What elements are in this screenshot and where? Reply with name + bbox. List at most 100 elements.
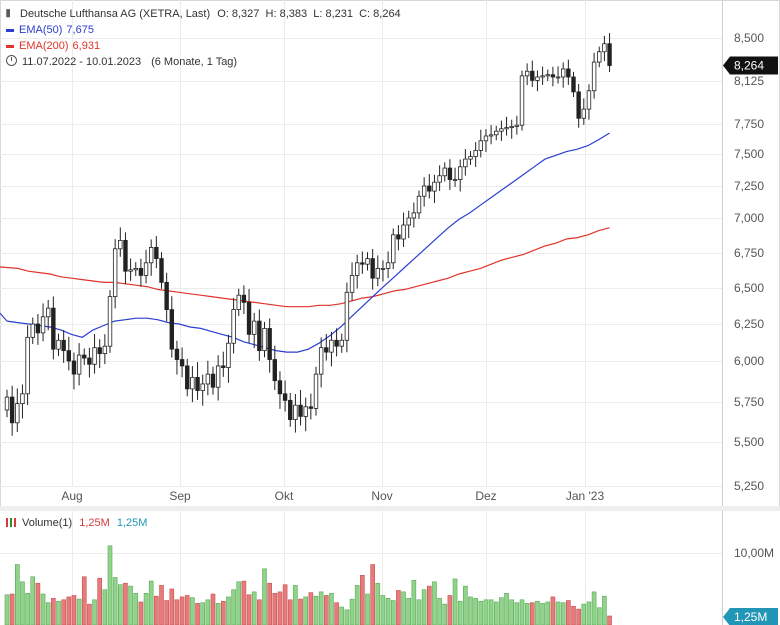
axes: 8,500 8,125 7,750 7,500 7,250 7,000 6,750 6,500… [61, 31, 774, 560]
volume-value-1: 1,25M [79, 517, 110, 529]
y-tick-label: 6,500 [734, 281, 764, 295]
volume-bar [313, 595, 319, 625]
volume-bar [262, 568, 267, 625]
candle-body [159, 258, 164, 283]
candle-body [514, 124, 520, 127]
volume-bar [457, 600, 463, 625]
candle-body [334, 339, 339, 347]
candle-body [380, 267, 386, 270]
candle-body [483, 135, 489, 142]
volume-bar [596, 607, 602, 625]
volume-bar [504, 593, 509, 625]
candle-body [35, 323, 41, 334]
candle-body [133, 267, 138, 271]
volume-bar [576, 608, 581, 625]
candle-body [76, 354, 82, 375]
ema200-value: 6,931 [72, 40, 101, 52]
volume-bar [138, 601, 144, 625]
candle-body [97, 347, 102, 354]
y-tick-label: 6,250 [734, 317, 764, 331]
candle-body [416, 195, 422, 214]
candlestick-icon: ⫴ [6, 9, 10, 20]
volume-bar [184, 595, 190, 625]
candle-body [504, 127, 509, 130]
candle-body [324, 347, 329, 353]
volume-value-2: 1,25M [116, 517, 148, 529]
candle-body [488, 134, 494, 137]
candle-body [478, 140, 483, 151]
legend-ema200[interactable]: EMA(200) 6,931 [6, 39, 100, 53]
candle-body [66, 350, 71, 362]
candle-body [499, 128, 504, 132]
volume-bar [421, 589, 427, 625]
candle-body [519, 75, 525, 126]
candle-body [298, 404, 303, 417]
volume-bar [143, 593, 149, 625]
volume-bar [493, 601, 499, 625]
candle-body [468, 156, 473, 160]
x-tick-label: Nov [371, 489, 392, 503]
volume-bar [205, 599, 211, 625]
last-price-tag-text: 8,264 [734, 59, 764, 73]
candle-body [40, 316, 46, 334]
volume-bar [303, 596, 309, 625]
candle-body [174, 348, 180, 360]
volume-bar [581, 603, 587, 625]
legend-ema50[interactable]: EMA(50) 7,675 [6, 23, 94, 37]
candle-body [148, 246, 154, 264]
last-price-tag [723, 56, 778, 75]
volume-legend[interactable]: Volume(1) 1,25M 1,25M [6, 516, 147, 530]
candle-body [154, 246, 159, 259]
volume-bar [236, 581, 242, 625]
volume-bar [272, 593, 278, 625]
candle-body [288, 399, 293, 420]
candle-body [200, 383, 205, 391]
legend-range[interactable]: 11.07.2022 - 10.01.2023 (6 Monate, 1 Tag) [6, 55, 237, 69]
candle-body [586, 90, 592, 110]
volume-bar [215, 603, 221, 625]
candle-body [447, 167, 453, 181]
volume-bar [509, 599, 515, 625]
candle-body [535, 76, 540, 81]
candle-body [241, 294, 247, 303]
volume-bar [267, 582, 272, 625]
candles [4, 33, 612, 436]
candle-body [349, 274, 355, 293]
volume-bar [45, 602, 51, 625]
x-tick-label: Jan '23 [566, 489, 605, 503]
y-tick-label: 6,750 [734, 246, 764, 260]
period-label: (6 Monate, 1 Tag) [151, 56, 238, 68]
candle-body [555, 76, 561, 79]
candle-body [303, 406, 308, 417]
volume-bars-icon [6, 518, 17, 527]
candle-body [545, 74, 550, 77]
ema200-path [0, 227, 610, 308]
volume-bar [339, 606, 345, 625]
volume-bar [607, 615, 612, 625]
candle-body [231, 309, 236, 344]
y-tick-label: 7,750 [734, 117, 764, 131]
candle-body [354, 262, 360, 276]
volume-bar [535, 600, 540, 625]
volume-bar [390, 600, 396, 625]
candle-body [607, 43, 612, 66]
panel-divider [0, 506, 780, 511]
volume-bar [323, 595, 329, 625]
volume-bar [308, 592, 314, 625]
y-tick-label: 5,750 [734, 395, 764, 409]
volume-label: Volume(1) [22, 517, 73, 529]
candle-body [71, 360, 77, 375]
volume-bar [406, 598, 412, 625]
candle-body [576, 91, 581, 119]
volume-bar [411, 580, 417, 625]
volume-bar [107, 545, 113, 625]
y-tick-label: 5,250 [734, 479, 764, 493]
candle-body [128, 269, 133, 272]
volume-bar [293, 585, 298, 625]
volume-bar [159, 585, 164, 625]
volume-bar [591, 591, 597, 625]
volume-bar [483, 599, 489, 625]
candle-body [396, 234, 401, 240]
